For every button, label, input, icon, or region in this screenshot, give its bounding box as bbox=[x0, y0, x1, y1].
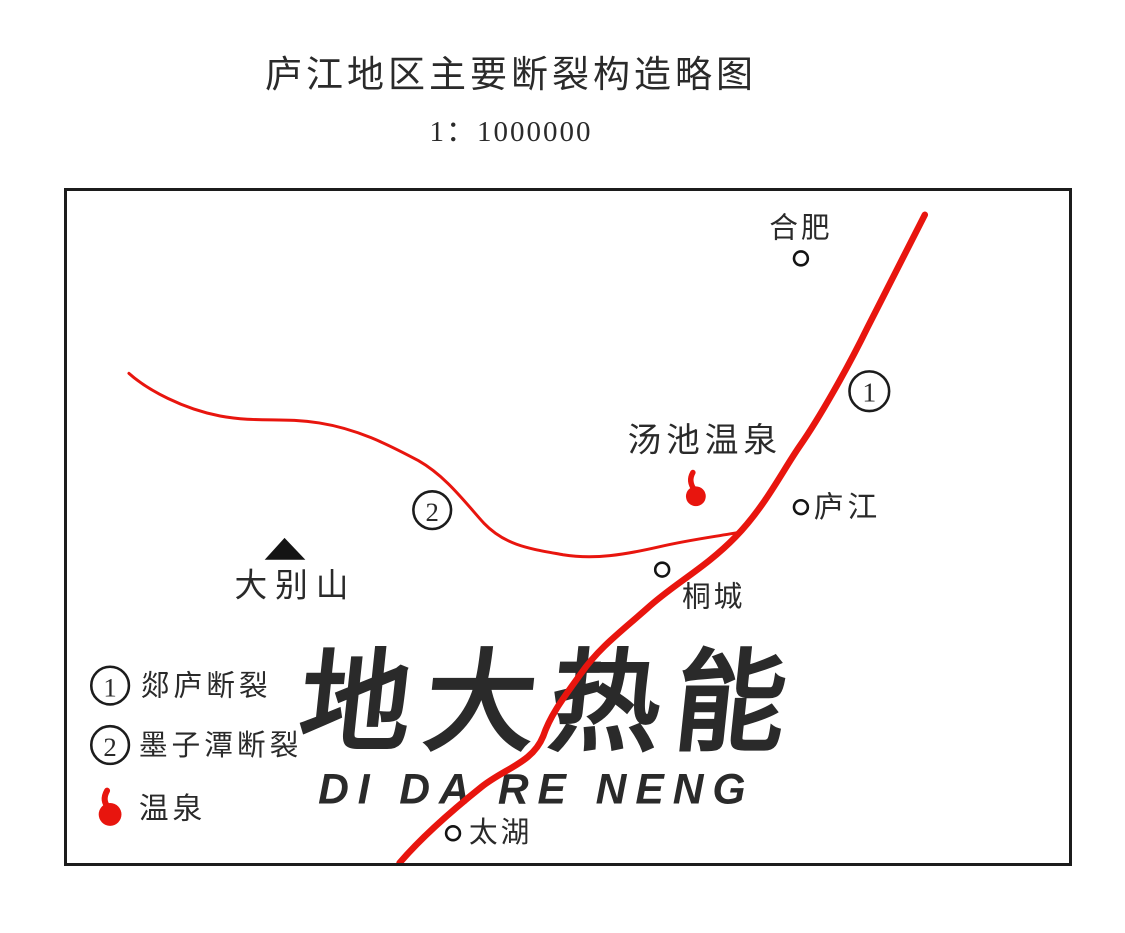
watermark-cjk-text: 地大热能 bbox=[294, 640, 807, 765]
city-marker-tongcheng bbox=[653, 561, 671, 578]
legend-badge-mozitan-number: 2 bbox=[103, 732, 116, 762]
city-label-tongcheng: 桐城 bbox=[682, 581, 745, 613]
legend-label-mozitan: 墨子潭断裂 bbox=[139, 730, 303, 762]
city-label-hefei: 合肥 bbox=[769, 213, 832, 245]
fault-badge-tanlu: 1 bbox=[848, 370, 891, 413]
city-hefei: 合肥 bbox=[769, 213, 832, 267]
city-marker-taihu bbox=[444, 825, 462, 842]
page-title: 庐江地区主要断裂构造略图 bbox=[265, 55, 757, 96]
map-frame: 地大热能 DI DA RE NENG 1 2 合肥 bbox=[64, 188, 1072, 866]
hot-spring-label: 汤池温泉 bbox=[627, 421, 782, 459]
city-label-taihu: 太湖 bbox=[469, 817, 532, 849]
legend: 1 郯庐断裂 2 墨子潭断裂 温泉 bbox=[89, 665, 303, 826]
fault-badge-tanlu-number: 1 bbox=[862, 378, 876, 409]
legend-label-tanlu: 郯庐断裂 bbox=[141, 671, 272, 703]
city-tongcheng: 桐城 bbox=[653, 561, 745, 613]
legend-item-hotspring: 温泉 bbox=[98, 787, 206, 826]
mountain-icon bbox=[264, 537, 306, 560]
legend-badge-tanlu-number: 1 bbox=[103, 673, 116, 703]
watermark: 地大热能 DI DA RE NENG bbox=[294, 640, 807, 814]
hot-spring-tangchi: 汤池温泉 bbox=[627, 421, 782, 507]
city-taihu: 太湖 bbox=[444, 817, 532, 849]
fault-line-tanlu bbox=[396, 211, 929, 863]
mountain-dabieshan: 大别山 bbox=[235, 537, 357, 604]
mountain-label: 大别山 bbox=[235, 567, 357, 604]
city-lujiang: 庐江 bbox=[792, 491, 881, 524]
city-label-lujiang: 庐江 bbox=[814, 491, 881, 524]
city-marker-hefei bbox=[792, 250, 810, 267]
legend-item-tanlu: 1 郯庐断裂 bbox=[89, 665, 272, 706]
hot-spring-icon bbox=[685, 469, 706, 507]
fault-badge-mozitan: 2 bbox=[412, 490, 453, 531]
map-canvas: 地大热能 DI DA RE NENG 1 2 合肥 bbox=[89, 211, 929, 863]
hot-spring-legend-icon bbox=[98, 787, 122, 826]
map-scale-text: 1：1000000 bbox=[429, 116, 593, 148]
city-marker-lujiang bbox=[792, 498, 810, 516]
legend-label-hotspring: 温泉 bbox=[139, 792, 206, 825]
fault-line-mozitan bbox=[127, 371, 743, 559]
legend-item-mozitan: 2 墨子潭断裂 bbox=[89, 724, 303, 766]
fault-badge-mozitan-number: 2 bbox=[426, 497, 439, 527]
watermark-latin-text: DI DA RE NENG bbox=[318, 766, 754, 814]
